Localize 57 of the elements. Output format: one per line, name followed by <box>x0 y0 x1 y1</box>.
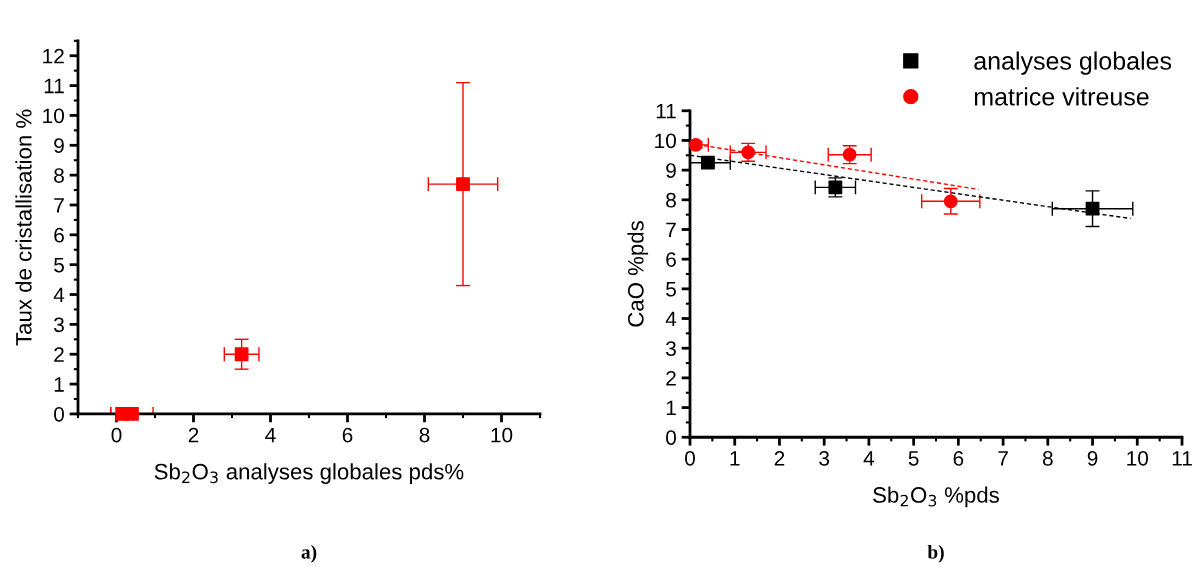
x-tick-label: 4 <box>863 451 875 466</box>
x-tick-label: 10 <box>1127 450 1149 466</box>
y-tick-label: 5 <box>54 257 64 273</box>
x-tick-label: 4 <box>265 427 276 443</box>
y-tick-label: 1 <box>666 400 676 416</box>
point <box>1085 201 1100 216</box>
y-tick-label: 6 <box>54 227 64 243</box>
x-tick-label: 9 <box>1087 450 1098 466</box>
x-tick-label: 8 <box>1042 450 1053 466</box>
point <box>456 177 470 191</box>
y-tick-label: 8 <box>666 192 676 208</box>
x-tick-label: 2 <box>188 427 199 443</box>
legend-label: matrice vitreuse <box>974 87 1149 106</box>
y-tick-label: 7 <box>54 198 64 213</box>
x-tick-label: 6 <box>342 427 353 443</box>
x-tick-label: 0 <box>111 427 122 443</box>
x-axis-title: Sb$_{2}$O$_{3}$ analyses globales pds% <box>154 463 464 484</box>
point <box>943 194 958 209</box>
y-tick-label: 3 <box>666 341 676 356</box>
text: b) <box>927 544 944 563</box>
y-tick-label: 11 <box>44 78 64 94</box>
x-tick-label: 11 <box>1172 451 1192 466</box>
y-tick-label: 10 <box>43 108 64 124</box>
y-axis-title: CaO %pds <box>627 221 649 327</box>
y-tick-label: 8 <box>54 168 64 183</box>
point <box>688 137 703 152</box>
x-tick-label: 2 <box>774 450 785 466</box>
y-tick-label: 0 <box>54 406 64 422</box>
x-tick-label: 3 <box>819 450 830 466</box>
x-axis-title: Sb$_{2}$O$_{3}$ %pds <box>873 486 999 508</box>
x-tick-label: 0 <box>685 450 695 466</box>
y-tick-label: 4 <box>53 287 65 303</box>
x-tick-label: 1 <box>730 451 740 466</box>
y-tick-label: 3 <box>54 317 64 333</box>
y-tick-label: 1 <box>54 377 64 392</box>
x-tick-label: 5 <box>908 451 919 466</box>
y-tick-label: 9 <box>666 163 676 178</box>
y-tick-label: 5 <box>666 282 676 297</box>
y-tick-label: 6 <box>666 252 676 267</box>
y-tick-label: 2 <box>666 370 676 386</box>
y-tick-label: 2 <box>54 347 64 362</box>
point <box>234 347 249 362</box>
x-tick-label: 7 <box>998 451 1008 466</box>
legend-label: analyses globales <box>974 51 1172 75</box>
text: a) <box>301 544 317 563</box>
x-tick-label: 10 <box>491 427 513 443</box>
y-tick-label: 11 <box>656 103 676 119</box>
y-tick-label: 9 <box>54 138 64 154</box>
point <box>700 155 715 170</box>
y-tick-label: 4 <box>665 311 677 327</box>
y-tick-label: 7 <box>666 222 676 238</box>
y-tick-label: 10 <box>655 133 676 149</box>
y-tick-label: 12 <box>43 48 64 64</box>
x-tick-label: 6 <box>953 450 964 466</box>
y-axis-title: Taux de cristallisation % <box>15 109 32 346</box>
point <box>124 407 139 421</box>
x-tick-label: 8 <box>419 427 430 443</box>
